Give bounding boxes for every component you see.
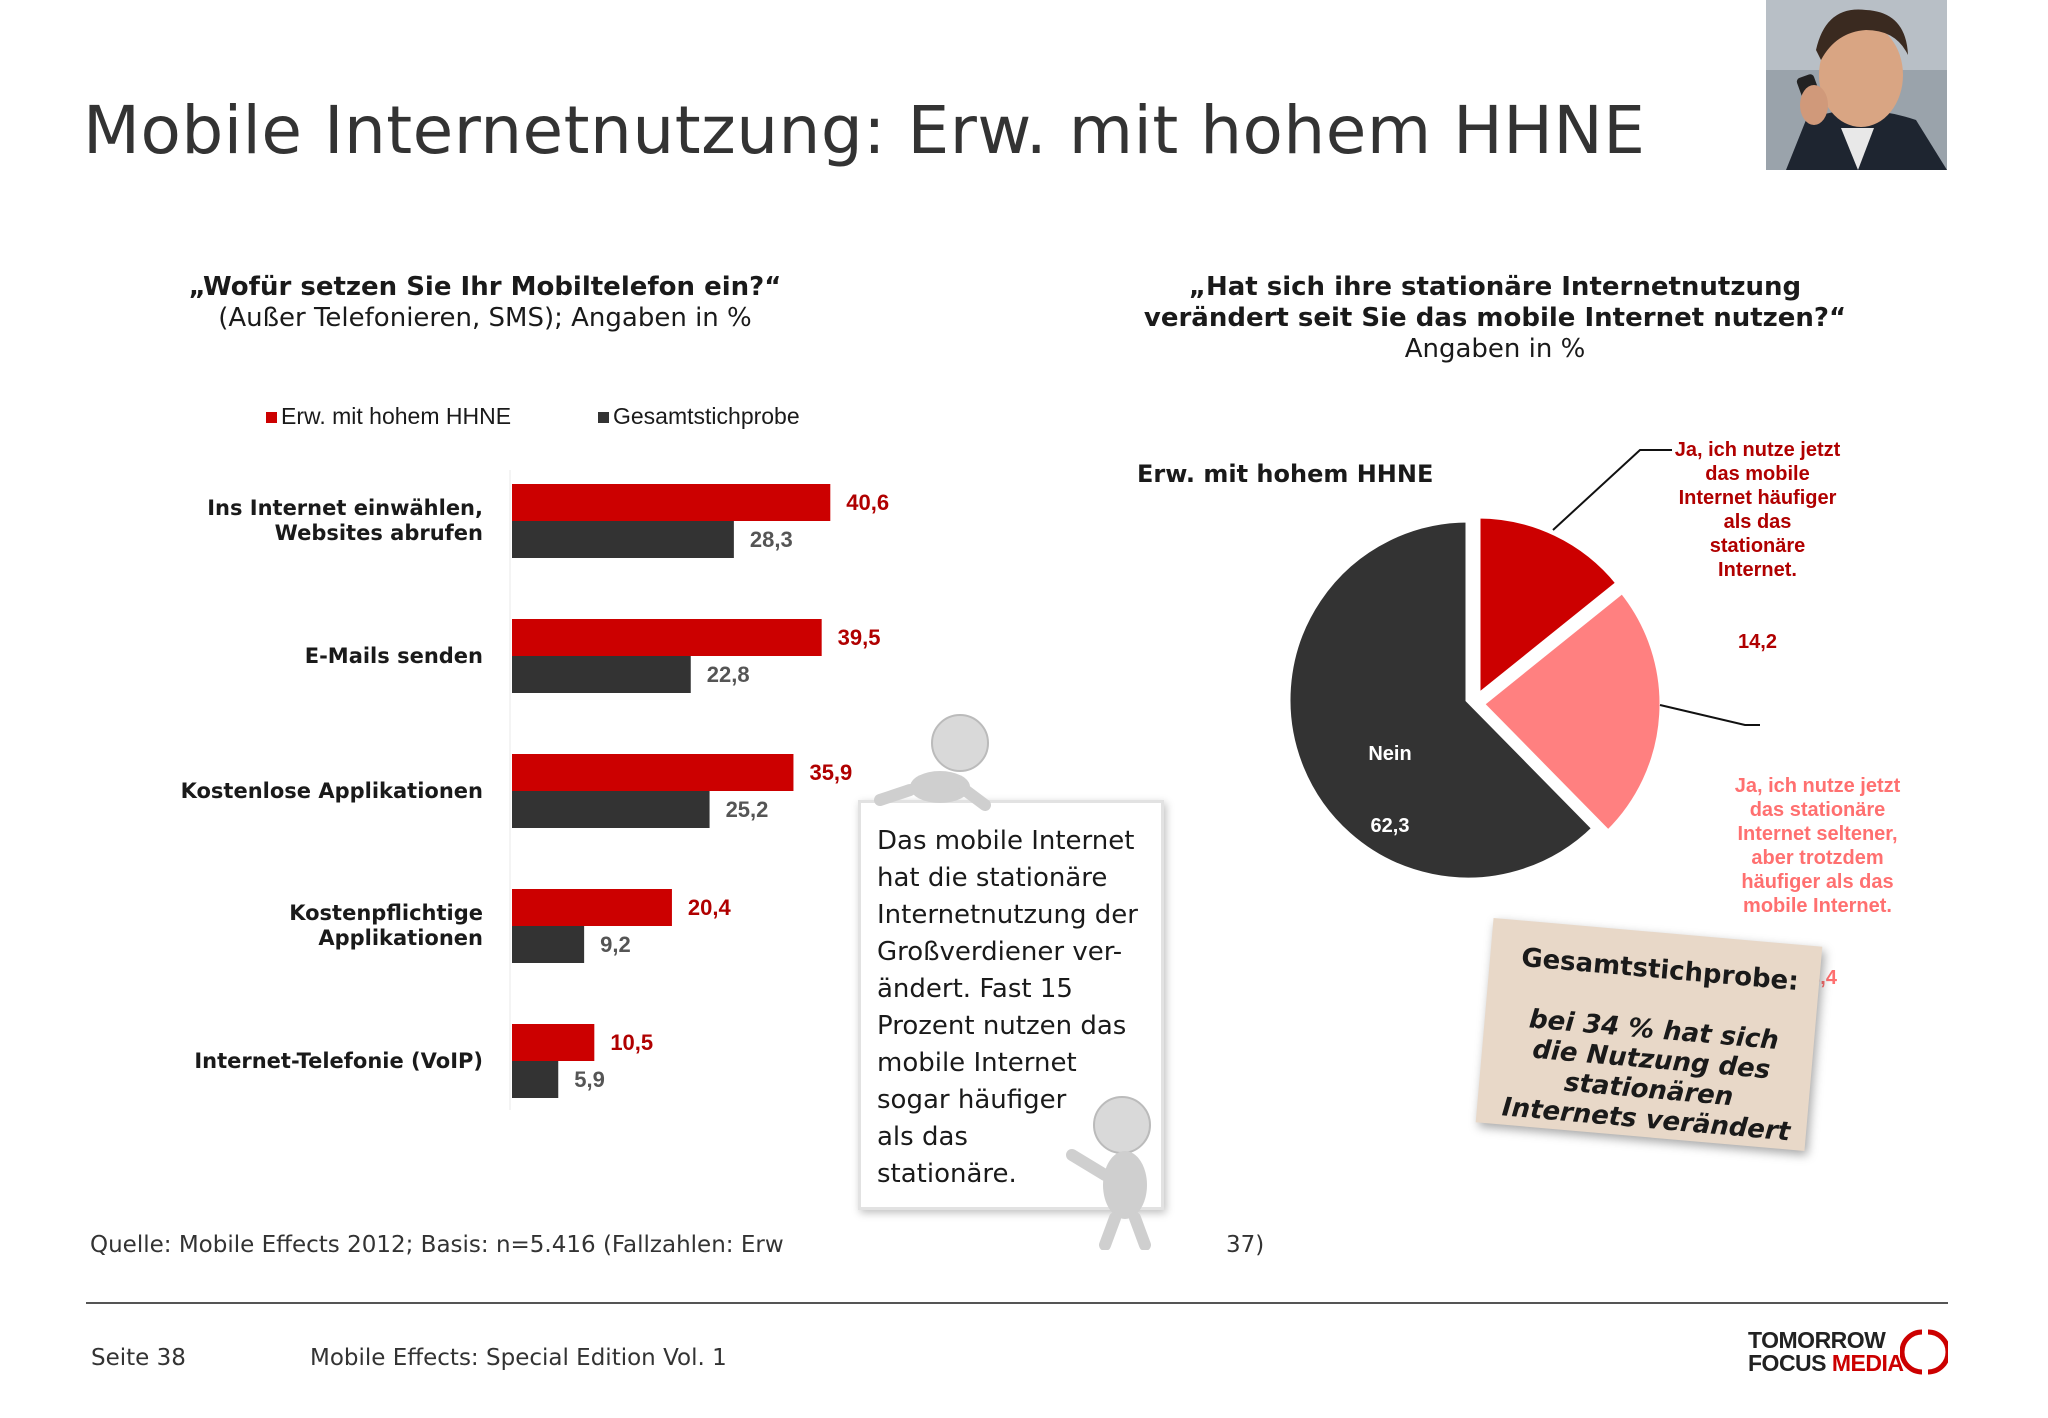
legend-label-gesamt: Gesamtstichprobe [613,403,800,429]
legend-item-hhne: Erw. mit hohem HHNE [266,403,511,430]
figure-bottom-icon [1066,1096,1151,1250]
bar-value-label-hhne-1: 39,5 [837,625,881,650]
pie-chart-header: „Hat sich ihre stationäre Internetnutzun… [1120,272,1870,365]
pie-label-mobile-more-text: Ja, ich nutze jetzt das mobile Internet … [1674,439,1841,581]
bar-value-label-gesamt-2: 25,2 [725,797,769,822]
pie-slice-mobile-more [1475,513,1622,702]
logo-text-top: TOMORROW [1748,1327,1886,1353]
page-title: Mobile Internetnutzung: Erw. mit hohem H… [83,92,1646,169]
bar-value-label-hhne-2: 35,9 [809,760,853,785]
bar-chart-subtitle: (Außer Telefonieren, SMS); Angaben in % [218,303,752,333]
source-note-end: 37) [1226,1232,1265,1258]
bar-category-label-2: Kostenlose Applikationen [180,778,483,803]
bar-hhne-1 [512,619,822,656]
bar-gesamt-0 [512,521,734,558]
bar-gesamt-2 [512,791,710,828]
legend-swatch-red [266,412,277,423]
bar-chart-question: „Wofür setzen Sie Ihr Mobiltelefon ein?“ [188,272,782,302]
pie-chart-question-line2: verändert seit Sie das mobile Internet n… [1143,303,1847,333]
bar-value-label-gesamt-1: 22,8 [706,662,750,687]
bar-chart-header: „Wofür setzen Sie Ihr Mobiltelefon ein?“… [160,272,810,334]
bar-value-label-hhne-3: 20,4 [687,895,731,920]
bar-hhne-0 [512,484,831,521]
pie-slice-nein [1285,517,1598,883]
source-note: Quelle: Mobile Effects 2012; Basis: n=5.… [90,1232,784,1258]
pie-value-nein: 62,3 [1370,815,1410,837]
bar-gesamt-3 [512,926,585,963]
bar-value-label-gesamt-3: 9,2 [600,932,631,957]
logo-text-bottom: FOCUS MEDIA [1748,1350,1904,1377]
page-number: Seite 38 [91,1345,186,1371]
bar-value-label-gesamt-0: 28,3 [749,527,793,552]
figure-top-icon [874,714,991,811]
callout-text: Das mobile Internet hat die stationäre I… [877,826,1138,1189]
bar-value-label-hhne-4: 10,5 [610,1030,654,1055]
bar-hhne-3 [512,889,672,926]
bar-value-label-gesamt-4: 5,9 [574,1067,605,1092]
bar-category-label-4: Internet-Telefonie (VoIP) [194,1048,483,1073]
pie-leader-line-0 [1552,449,1672,531]
pie-label-mobile-more: Ja, ich nutze jetzt das mobile Internet … [1650,390,1865,678]
legend-item-gesamt: Gesamtstichprobe [598,403,800,430]
pie-label-stationary-less-text: Ja, ich nutze jetzt das stationäre Inter… [1734,775,1901,917]
logo-icon [1900,1329,1948,1375]
bar-category-label-0: Ins Internet einwählen, Websites abrufen [207,496,483,545]
footer-title: Mobile Effects: Special Edition Vol. 1 [310,1345,727,1371]
logo-text-focus: FOCUS [1748,1350,1827,1376]
pie-label-stationary-less: Ja, ich nutze jetzt das stationäre Inter… [1710,726,1925,1014]
pie-value-mobile-more: 14,2 [1738,631,1777,653]
bar-value-label-hhne-0: 40,6 [846,490,890,515]
pie-group-label: Erw. mit hohem HHNE [1137,460,1434,488]
pie-slice-stationary-less [1478,587,1665,836]
logo-text-media: MEDIA [1831,1350,1904,1376]
bar-category-label-3: Kostenpflichtige Applikationen [289,901,483,950]
bar-hhne-4 [512,1024,595,1061]
legend-label-hhne: Erw. mit hohem HHNE [281,403,512,429]
bar-hhne-2 [512,754,794,791]
pie-label-nein: Nein 62,3 [1340,694,1440,862]
pie-leader-line-1 [1659,704,1760,726]
bar-gesamt-1 [512,656,691,693]
pie-chart-question-line1: „Hat sich ihre stationäre Internetnutzun… [1188,272,1802,302]
pie-chart-subtitle: Angaben in % [1404,334,1586,364]
businessman-photo [1766,0,1947,170]
footer-divider [86,1302,1948,1304]
legend-swatch-dark [598,412,609,423]
pie-label-nein-text: Nein [1368,743,1412,765]
bar-gesamt-4 [512,1061,559,1098]
bar-category-label-1: E-Mails senden [304,643,483,668]
